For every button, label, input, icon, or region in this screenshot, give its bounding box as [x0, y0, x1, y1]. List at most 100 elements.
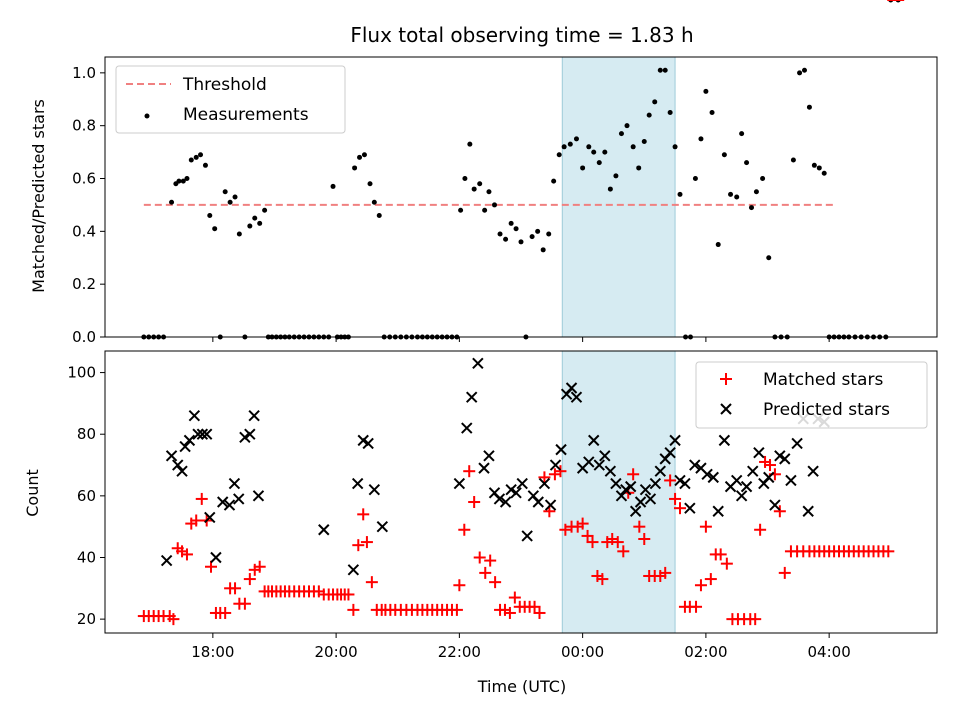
predicted-stars-point: [555, 443, 567, 456]
measurement-point: [580, 165, 586, 171]
predicted-stars-point: [172, 459, 184, 471]
matched-stars-point: [489, 576, 502, 589]
x-axis-label: Time (UTC): [477, 677, 566, 696]
measurement-point: [508, 220, 514, 226]
matched-stars-point: [690, 600, 703, 613]
matched-stars-point: [238, 597, 251, 610]
predicted-stars-point: [521, 530, 533, 542]
predicted-stars-point: [252, 490, 265, 502]
predicted-stars-point: [160, 554, 173, 567]
measurement-point: [262, 207, 268, 213]
predicted-stars-point: [707, 471, 719, 484]
matched-stars-point: [633, 520, 646, 533]
measurement-point: [766, 255, 772, 261]
ratio-x-ticks: [212, 337, 830, 342]
predicted-stars-point: [510, 487, 522, 499]
measurement-point: [462, 176, 468, 182]
predicted-stars-point: [664, 446, 676, 459]
measurement-point: [232, 194, 238, 200]
measurement-point: [797, 70, 803, 76]
predicted-stars-point: [649, 477, 662, 490]
predicted-stars-point: [196, 428, 209, 440]
measurement-point: [486, 189, 492, 195]
x-tick-label: 02:00: [684, 643, 727, 661]
matched-stars-point: [453, 579, 466, 592]
measurement-point: [630, 144, 636, 150]
y-tick-label: 0.4: [72, 222, 96, 240]
measurement-point: [613, 173, 619, 179]
matched-stars-point: [773, 505, 786, 518]
measurement-point: [662, 67, 668, 73]
matched-stars-point: [699, 520, 712, 533]
matched-stars-point: [468, 496, 481, 509]
matched-stars-point: [611, 536, 624, 549]
measurement-point: [361, 152, 367, 158]
predicted-stars-point: [593, 459, 605, 471]
matched-stars-point: [229, 582, 242, 595]
measurement-point: [227, 199, 233, 205]
measurement-point: [692, 176, 698, 182]
measurement-point: [491, 202, 497, 208]
legend-predicted-label: Predicted stars: [763, 400, 890, 420]
measurement-point: [188, 157, 194, 163]
measurement-point: [357, 154, 363, 160]
y-tick-label: 80: [77, 425, 96, 443]
measurement-point: [703, 88, 709, 94]
counts-legend-box: [695, 361, 928, 429]
predicted-stars-point: [807, 465, 819, 477]
predicted-stars-point: [544, 499, 557, 511]
predicted-stars-point: [634, 496, 647, 508]
predicted-stars-point: [223, 499, 236, 511]
predicted-stars-point: [499, 496, 512, 508]
measurement-point: [721, 152, 727, 158]
predicted-stars-point: [228, 477, 241, 490]
predicted-stars-point: [362, 437, 374, 450]
measurement-point: [330, 183, 336, 189]
measurement-point: [535, 228, 541, 234]
measurement-point: [753, 189, 759, 195]
y-tick-label: 60: [77, 487, 96, 505]
predicted-stars-point: [718, 434, 731, 447]
measurement-point: [646, 112, 652, 118]
predicted-stars-point: [192, 428, 204, 440]
matched-stars-point: [503, 606, 516, 619]
measurement-point: [801, 67, 807, 73]
legend-matched-swatch: [720, 373, 732, 385]
legend-matched-label: Matched stars: [763, 370, 883, 390]
predicted-stars-point: [747, 465, 759, 477]
predicted-stars-point: [461, 422, 473, 434]
matched-stars-point: [195, 492, 208, 505]
measurement-point: [672, 144, 678, 150]
measurement-point: [169, 199, 175, 205]
predicted-stars-point: [204, 511, 216, 524]
measurement-point: [257, 220, 263, 226]
measurement-point: [471, 186, 477, 192]
measurement-point: [198, 152, 204, 158]
measurement-point: [207, 212, 213, 218]
measurement-point: [176, 178, 182, 184]
measurement-point: [602, 149, 608, 155]
predicted-stars-point: [735, 490, 748, 502]
predicted-stars-point: [624, 480, 637, 493]
measurement-point: [744, 160, 750, 166]
predicted-stars-point: [165, 450, 178, 462]
y-tick-label: 20: [77, 610, 96, 628]
matched-stars-point: [253, 560, 266, 573]
predicted-stars-point: [532, 496, 544, 508]
counts-x-ticks: 18:00 20:00 22:00 00:00 02:00 04:00: [191, 633, 851, 661]
measurement-point: [497, 231, 503, 237]
predicted-stars-point: [753, 446, 765, 459]
y-tick-label: 1.0: [72, 64, 96, 82]
measurement-point: [467, 141, 473, 147]
matched-stars-point: [347, 603, 360, 616]
measurement-point: [728, 191, 734, 197]
predicted-stars-point: [769, 499, 781, 511]
predicted-stars-point: [233, 493, 245, 505]
legend-threshold-label: Threshold: [182, 75, 267, 95]
measurement-point: [184, 176, 190, 182]
matched-stars-point: [528, 600, 541, 613]
predicted-stars-point: [684, 502, 696, 514]
predicted-stars-point: [679, 477, 691, 490]
x-tick-label: 00:00: [561, 643, 604, 661]
predicted-stars-point: [200, 428, 213, 440]
